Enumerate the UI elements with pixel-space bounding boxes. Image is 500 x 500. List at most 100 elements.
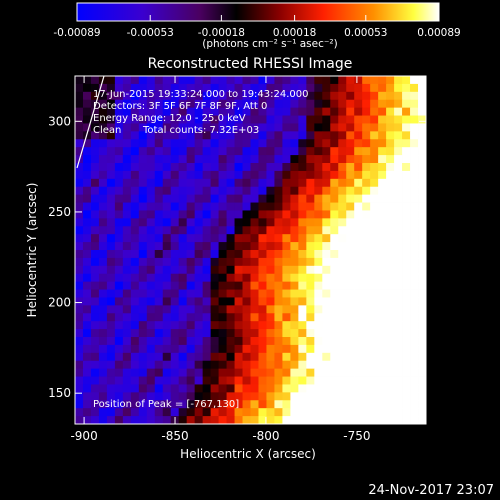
heatmap-cell [98, 234, 108, 243]
heatmap-cell [274, 115, 283, 124]
heatmap-cell [394, 265, 403, 275]
heatmap-cell [242, 392, 251, 401]
heatmap-cell [282, 139, 291, 148]
heatmap-cell [394, 384, 403, 393]
heatmap-cell [298, 321, 307, 330]
heatmap-cell [82, 344, 92, 354]
heatmap-cell [394, 344, 403, 354]
heatmap-cell [106, 408, 116, 417]
heatmap-cell [418, 250, 426, 259]
heatmap-cell [330, 352, 339, 362]
heatmap-cell [330, 408, 339, 417]
heatmap-cell [306, 297, 315, 306]
heatmap-cell [338, 313, 347, 322]
heatmap-cell [90, 250, 100, 259]
heatmap-cell [138, 250, 148, 259]
heatmap-cell [266, 155, 275, 164]
heatmap-cell [274, 305, 283, 314]
heatmap-cell [90, 360, 100, 370]
heatmap-cell [322, 297, 331, 306]
heatmap-cell [394, 186, 403, 196]
heatmap-cell [306, 202, 315, 211]
heatmap-cell [314, 210, 323, 219]
heatmap-cell [138, 329, 148, 338]
heatmap-cell [386, 131, 395, 140]
heatmap-cell [75, 131, 84, 140]
heatmap-cell [386, 321, 395, 330]
heatmap-cell [250, 170, 259, 180]
heatmap-cell [226, 250, 235, 259]
heatmap-cell [402, 202, 411, 211]
heatmap-cell [226, 186, 235, 196]
heatmap-cell [386, 76, 395, 85]
heatmap-cell [98, 226, 108, 235]
heatmap-cell [98, 257, 108, 267]
heatmap-cell [378, 76, 387, 85]
heatmap-cell [378, 384, 387, 393]
heatmap-cell [186, 297, 196, 306]
heatmap-cell [298, 408, 307, 417]
heatmap-cell [346, 321, 355, 330]
heatmap-cell [106, 210, 116, 219]
heatmap-cell [194, 368, 204, 377]
heatmap-cell [194, 352, 204, 362]
heatmap-cell [346, 337, 355, 346]
heatmap-cell [210, 83, 219, 93]
heatmap-cell [146, 384, 156, 393]
heatmap-cell [122, 131, 132, 140]
heatmap-cell [274, 337, 283, 346]
heatmap-cell [314, 242, 323, 251]
heatmap-cell [282, 83, 291, 93]
heatmap-cell [146, 416, 156, 424]
heatmap-cell [338, 83, 347, 93]
heatmap-cell [242, 218, 251, 227]
heatmap-cell [122, 392, 132, 401]
heatmap-cell [362, 226, 371, 235]
heatmap-cell [154, 91, 164, 101]
heatmap-cell [394, 107, 403, 116]
heatmap-cell [170, 265, 180, 275]
heatmap-cell [138, 360, 148, 370]
heatmap-cell [386, 147, 395, 156]
heatmap-cell [338, 76, 347, 85]
heatmap-cell [282, 321, 291, 330]
heatmap-cell [258, 83, 267, 93]
heatmap-cell [82, 281, 92, 290]
heatmap-cell [258, 321, 267, 330]
heatmap-cell [330, 376, 339, 385]
heatmap-cell [82, 139, 92, 148]
heatmap-cell [362, 202, 371, 211]
heatmap-cell [266, 139, 275, 148]
heatmap-cell [370, 83, 379, 93]
heatmap-cell [290, 91, 299, 101]
heatmap-cell [394, 321, 403, 330]
heatmap-cell [402, 147, 411, 156]
heatmap-cell [218, 281, 227, 290]
heatmap-cell [306, 131, 315, 140]
heatmap-cell [266, 257, 275, 267]
heatmap-cell [322, 305, 331, 314]
heatmap-cell [370, 360, 379, 370]
heatmap-cell [242, 305, 251, 314]
heatmap-cell [194, 178, 204, 188]
heatmap-cell [130, 352, 140, 362]
heatmap-cell [418, 123, 426, 132]
heatmap-cell [162, 337, 172, 346]
heatmap-cell [162, 376, 172, 385]
heatmap-cell [130, 384, 140, 393]
heatmap-cell [378, 210, 387, 219]
heatmap-cell [290, 226, 299, 235]
heatmap-cell [210, 265, 219, 275]
heatmap-cell [106, 178, 116, 188]
heatmap-cell [226, 163, 235, 172]
heatmap-cell [170, 257, 180, 267]
heatmap-cell [322, 234, 331, 243]
heatmap-cell [186, 344, 196, 354]
heatmap-cell [226, 329, 235, 338]
heatmap-cell [130, 170, 140, 180]
heatmap-cell [338, 257, 347, 267]
heatmap-cell [314, 265, 323, 275]
heatmap-cell [362, 99, 371, 109]
heatmap-cell [330, 170, 339, 180]
heatmap-cell [290, 352, 299, 362]
